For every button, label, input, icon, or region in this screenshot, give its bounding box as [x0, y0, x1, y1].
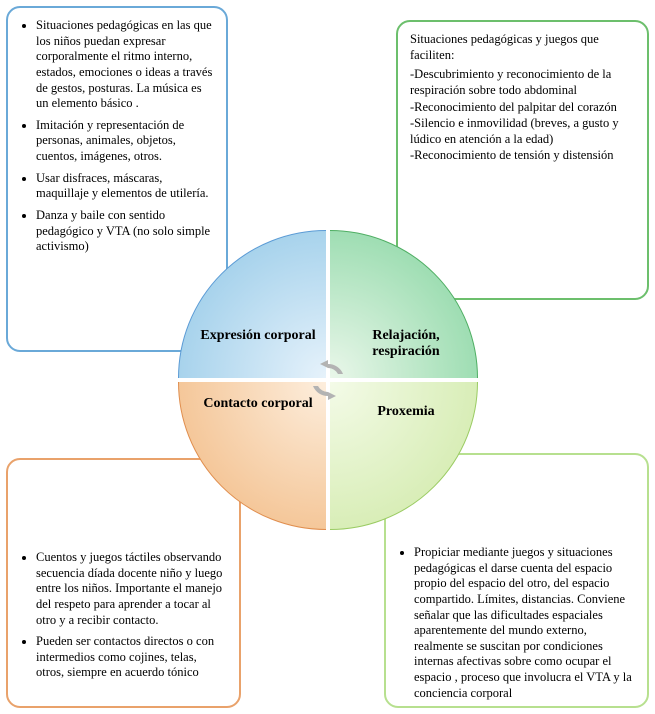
- concept-wheel: Expresión corporal Relajación, respiraci…: [178, 230, 478, 530]
- quadrant-label: Expresión corporal: [198, 328, 318, 344]
- list-item: Reconocimiento de tensión y distensión: [410, 148, 635, 164]
- box-relajacion-lead: Situaciones pedagógicas y juegos que fac…: [410, 32, 635, 63]
- box-relajacion-list: Descubrimiento y reconocimiento de la re…: [410, 67, 635, 164]
- list-item: Descubrimiento y reconocimiento de la re…: [410, 67, 635, 98]
- quadrant-label: Contacto corporal: [198, 396, 318, 412]
- box-expresion-list: Situaciones pedagógicas en las que los n…: [36, 18, 214, 255]
- list-item: Reconocimiento del palpitar del corazón: [410, 100, 635, 116]
- quadrant-label: Proxemia: [346, 404, 466, 420]
- box-proxemia-list: Propiciar mediante juegos y situaciones …: [414, 545, 635, 701]
- quadrant-contacto: Contacto corporal: [178, 382, 326, 530]
- list-item: Situaciones pedagógicas en las que los n…: [36, 18, 214, 112]
- box-contacto-list: Cuentos y juegos táctiles observando sec…: [36, 550, 227, 681]
- list-item: Propiciar mediante juegos y situaciones …: [414, 545, 635, 701]
- list-item: Pueden ser contactos directos o con inte…: [36, 634, 227, 681]
- cycle-arrows-icon: [304, 356, 352, 404]
- quadrant-proxemia: Proxemia: [330, 382, 478, 530]
- list-item: Usar disfraces, máscaras, maquillaje y e…: [36, 171, 214, 202]
- list-item: Silencio e inmovilidad (breves, a gusto …: [410, 116, 635, 147]
- list-item: Imitación y representación de personas, …: [36, 118, 214, 165]
- quadrant-relajacion: Relajación, respiración: [330, 230, 478, 378]
- list-item: Cuentos y juegos táctiles observando sec…: [36, 550, 227, 628]
- quadrant-label: Relajación, respiración: [346, 328, 466, 360]
